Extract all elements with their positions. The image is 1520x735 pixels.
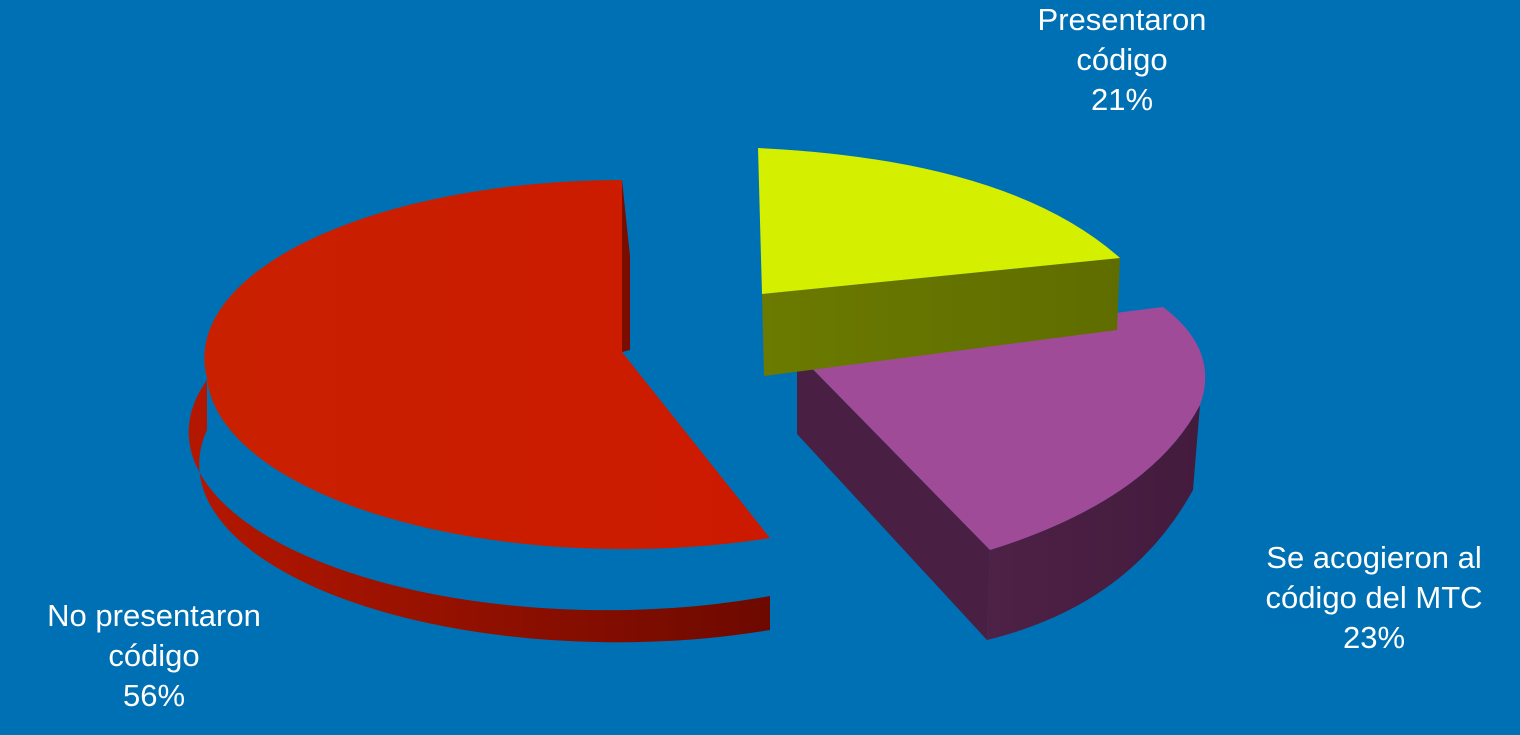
pie-slice-se-acogieron	[797, 307, 1206, 640]
data-label-no-presentaron-line2: código	[108, 638, 200, 673]
data-label-se-acogieron-line2: código del MTC	[1265, 580, 1483, 615]
data-label-presentaron-line2: código	[1076, 42, 1168, 77]
data-label-presentaron-pct: 21%	[1090, 82, 1154, 117]
pie-slice-presentaron-side	[762, 258, 1120, 376]
data-label-no-presentaron: No presentaron código 56%	[6, 596, 302, 716]
data-label-presentaron-line1: Presentaron	[1037, 2, 1207, 37]
data-label-no-presentaron-pct: 56%	[122, 678, 186, 713]
pie-slice-no-presentaron-top	[204, 180, 771, 550]
pie-slice-presentaron	[758, 148, 1120, 376]
pie-slice-se-acogieron-top	[797, 307, 1206, 550]
data-label-se-acogieron-pct: 23%	[1342, 620, 1406, 655]
data-label-no-presentaron-line1: No presentaron	[47, 598, 261, 633]
data-label-se-acogieron-line1: Se acogieron al	[1266, 540, 1482, 575]
pie-slice-se-acogieron-side	[987, 405, 1200, 640]
pie-slice-no-presentaron-inner-wall	[622, 180, 630, 352]
pie-slice-se-acogieron-inner-wall	[797, 353, 990, 640]
data-label-se-acogieron: Se acogieron al código del MTC 23%	[1236, 538, 1512, 658]
pie-slice-no-presentaron-side	[188, 380, 771, 643]
pie-slice-presentaron-top	[758, 148, 1120, 294]
pie-slice-no-presentaron	[188, 180, 771, 643]
data-label-presentaron: Presentaron código 21%	[1018, 0, 1226, 120]
